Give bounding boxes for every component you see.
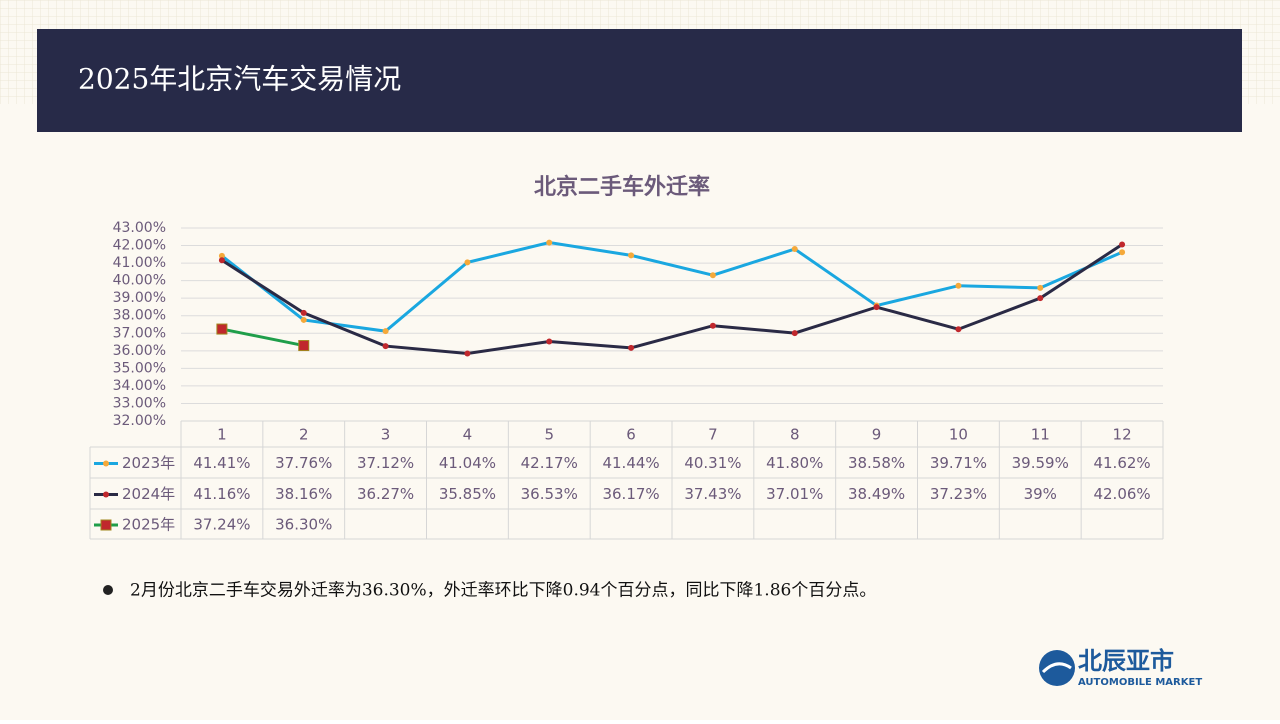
table-value: 39% bbox=[1024, 485, 1057, 503]
marker bbox=[1119, 241, 1126, 248]
table-value: 41.62% bbox=[1093, 454, 1150, 472]
x-tick-label: 5 bbox=[544, 426, 554, 444]
note: 2月份北京二手车交易外迁率为36.30%，外迁率环比下降0.94个百分点，同比下… bbox=[130, 581, 876, 601]
x-tick-label: 12 bbox=[1113, 426, 1132, 444]
y-tick-label: 33.00% bbox=[113, 395, 166, 411]
table-value: 36.30% bbox=[275, 516, 332, 534]
x-tick-label: 3 bbox=[381, 426, 391, 444]
marker bbox=[955, 282, 962, 289]
x-tick-label: 10 bbox=[949, 426, 968, 444]
logo-subtitle: AUTOMOBILE MARKET bbox=[1078, 677, 1202, 688]
table-value: 41.41% bbox=[193, 454, 250, 472]
bullet bbox=[103, 585, 113, 595]
y-tick-label: 35.00% bbox=[113, 360, 166, 376]
marker bbox=[955, 326, 962, 333]
marker bbox=[216, 323, 228, 335]
legend-label: 2024年 bbox=[122, 485, 175, 503]
marker bbox=[464, 259, 471, 266]
marker bbox=[546, 338, 553, 345]
table-value: 41.16% bbox=[193, 485, 250, 503]
y-tick-label: 38.00% bbox=[113, 308, 166, 324]
series-line bbox=[221, 243, 1123, 355]
table-value: 37.24% bbox=[193, 516, 250, 534]
table-value: 42.17% bbox=[521, 454, 578, 472]
y-tick-label: 32.00% bbox=[113, 413, 166, 429]
logo: 北辰亚市 AUTOMOBILE MARKET bbox=[1039, 647, 1202, 688]
y-tick-label: 41.00% bbox=[113, 255, 166, 271]
table-value: 39.59% bbox=[1012, 454, 1069, 472]
y-tick-label: 42.00% bbox=[113, 238, 166, 254]
marker bbox=[382, 343, 389, 350]
y-tick-label: 36.00% bbox=[113, 343, 166, 359]
table-value: 41.44% bbox=[602, 454, 659, 472]
legend-label: 2023年 bbox=[122, 454, 175, 472]
marker bbox=[1119, 249, 1126, 256]
table-value: 40.31% bbox=[684, 454, 741, 472]
y-tick-label: 39.00% bbox=[113, 290, 166, 306]
x-tick-label: 8 bbox=[790, 426, 800, 444]
marker bbox=[791, 246, 798, 253]
table-value: 36.17% bbox=[602, 485, 659, 503]
x-tick-label: 4 bbox=[463, 426, 473, 444]
logo-icon bbox=[1039, 650, 1075, 686]
x-tick-label: 6 bbox=[626, 426, 636, 444]
marker bbox=[709, 272, 716, 279]
x-tick-label: 9 bbox=[872, 426, 882, 444]
marker bbox=[300, 309, 307, 316]
x-tick-label: 2 bbox=[299, 426, 309, 444]
logo-name: 北辰亚市 bbox=[1078, 647, 1174, 675]
header-title: 2025年北京汽车交易情况 bbox=[78, 63, 401, 96]
header-bar bbox=[37, 29, 1242, 132]
series-line bbox=[221, 327, 305, 348]
series-line bbox=[220, 241, 1123, 333]
marker bbox=[709, 322, 716, 329]
x-tick-label: 11 bbox=[1031, 426, 1050, 444]
y-tick-label: 43.00% bbox=[113, 220, 166, 236]
chart-title: 北京二手车外迁率 bbox=[534, 174, 710, 200]
marker bbox=[628, 344, 635, 351]
table-value: 41.80% bbox=[766, 454, 823, 472]
table-value: 37.01% bbox=[766, 485, 823, 503]
table-value: 35.85% bbox=[439, 485, 496, 503]
table-value: 39.71% bbox=[930, 454, 987, 472]
table-value: 41.04% bbox=[439, 454, 496, 472]
x-tick-label: 7 bbox=[708, 426, 718, 444]
marker bbox=[1037, 295, 1044, 302]
marker bbox=[1037, 284, 1044, 291]
legend-marker bbox=[100, 519, 112, 531]
marker bbox=[546, 239, 553, 246]
legend-label: 2025年 bbox=[122, 516, 175, 534]
logo-swoosh bbox=[1041, 662, 1072, 674]
table-value: 36.27% bbox=[357, 485, 414, 503]
table-value: 37.43% bbox=[684, 485, 741, 503]
marker bbox=[382, 328, 389, 335]
marker bbox=[300, 316, 307, 323]
marker bbox=[628, 252, 635, 259]
marker bbox=[791, 330, 798, 337]
marker bbox=[218, 257, 225, 264]
marker bbox=[218, 252, 225, 259]
table-value: 42.06% bbox=[1093, 485, 1150, 503]
table-value: 37.23% bbox=[930, 485, 987, 503]
x-tick-label: 1 bbox=[217, 426, 227, 444]
y-tick-label: 40.00% bbox=[113, 273, 166, 289]
table-value: 36.53% bbox=[521, 485, 578, 503]
table-value: 38.49% bbox=[848, 485, 905, 503]
y-tick-label: 37.00% bbox=[113, 325, 166, 341]
table-value: 37.12% bbox=[357, 454, 414, 472]
legend-marker bbox=[103, 491, 109, 498]
table-value: 38.16% bbox=[275, 485, 332, 503]
marker bbox=[298, 340, 310, 352]
legend-marker bbox=[103, 460, 109, 467]
y-tick-label: 34.00% bbox=[113, 378, 166, 394]
marker bbox=[464, 350, 471, 357]
marker bbox=[873, 304, 880, 311]
table-value: 37.76% bbox=[275, 454, 332, 472]
table-value: 38.58% bbox=[848, 454, 905, 472]
